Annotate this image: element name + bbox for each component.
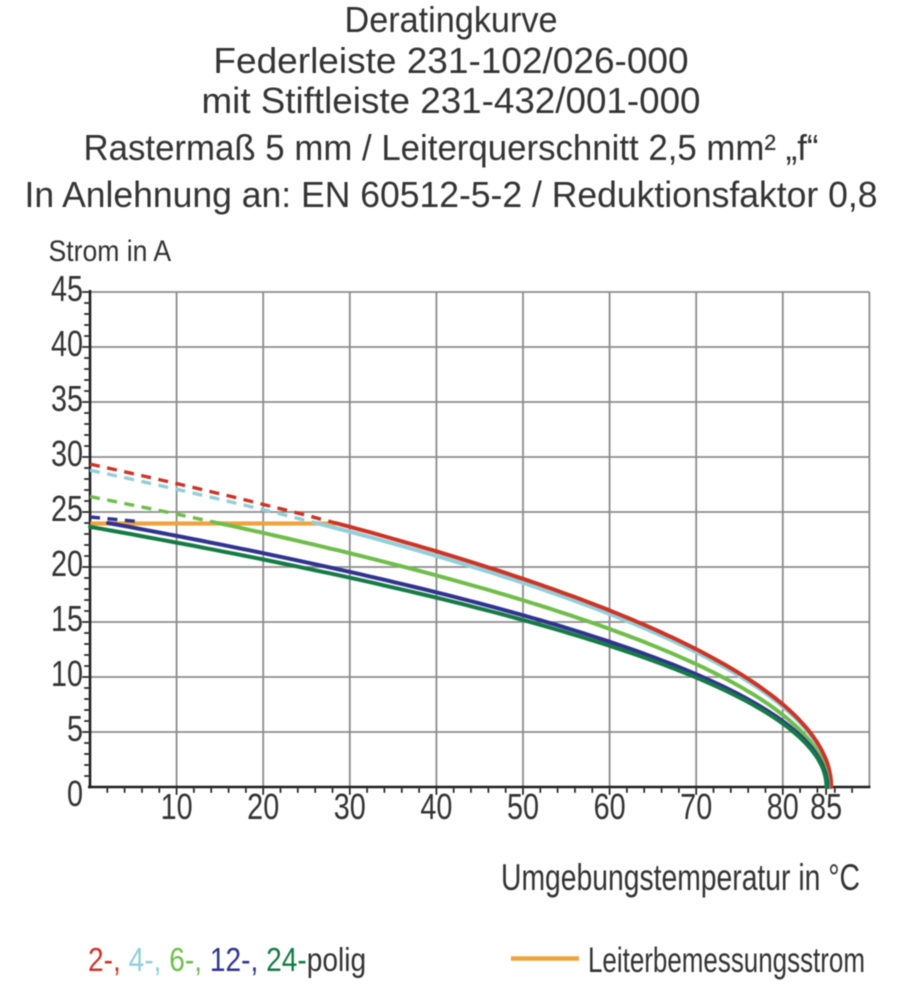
svg-text:50: 50 (507, 786, 539, 827)
svg-text:85: 85 (810, 786, 842, 827)
svg-text:60: 60 (594, 786, 626, 827)
svg-text:15: 15 (51, 598, 83, 639)
svg-text:10: 10 (51, 653, 83, 694)
svg-text:25: 25 (51, 488, 83, 529)
svg-text:70: 70 (680, 786, 712, 827)
svg-text:10: 10 (161, 786, 193, 827)
svg-text:40: 40 (51, 323, 83, 364)
svg-text:5: 5 (67, 708, 83, 749)
svg-text:Leiterbemessungsstrom: Leiterbemessungsstrom (588, 940, 865, 980)
svg-text:Umgebungstemperatur in °C: Umgebungstemperatur in °C (501, 856, 860, 898)
svg-text:Rastermaß 5 mm / Leiterquersch: Rastermaß 5 mm / Leiterquerschnitt 2,5 m… (83, 127, 818, 168)
svg-text:0: 0 (67, 773, 83, 814)
svg-text:30: 30 (51, 433, 83, 474)
svg-text:30: 30 (334, 786, 366, 827)
svg-text:40: 40 (420, 786, 452, 827)
svg-text:Deratingkurve: Deratingkurve (345, 0, 558, 40)
svg-text:35: 35 (51, 378, 83, 419)
svg-text:Strom in A: Strom in A (49, 235, 172, 269)
svg-text:80: 80 (767, 786, 799, 827)
svg-text:20: 20 (247, 786, 279, 827)
svg-text:2-, 4-, 6-, 12-, 24-polig: 2-, 4-, 6-, 12-, 24-polig (88, 942, 366, 979)
svg-text:20: 20 (51, 543, 83, 584)
svg-text:In Anlehnung an: EN 60512-5-2: In Anlehnung an: EN 60512-5-2 / Reduktio… (25, 175, 878, 215)
svg-text:Federleiste 231-102/026-000: Federleiste 231-102/026-000 (213, 40, 688, 80)
svg-text:45: 45 (51, 268, 83, 309)
svg-text:mit Stiftleiste 231-432/001-00: mit Stiftleiste 231-432/001-000 (201, 80, 700, 121)
